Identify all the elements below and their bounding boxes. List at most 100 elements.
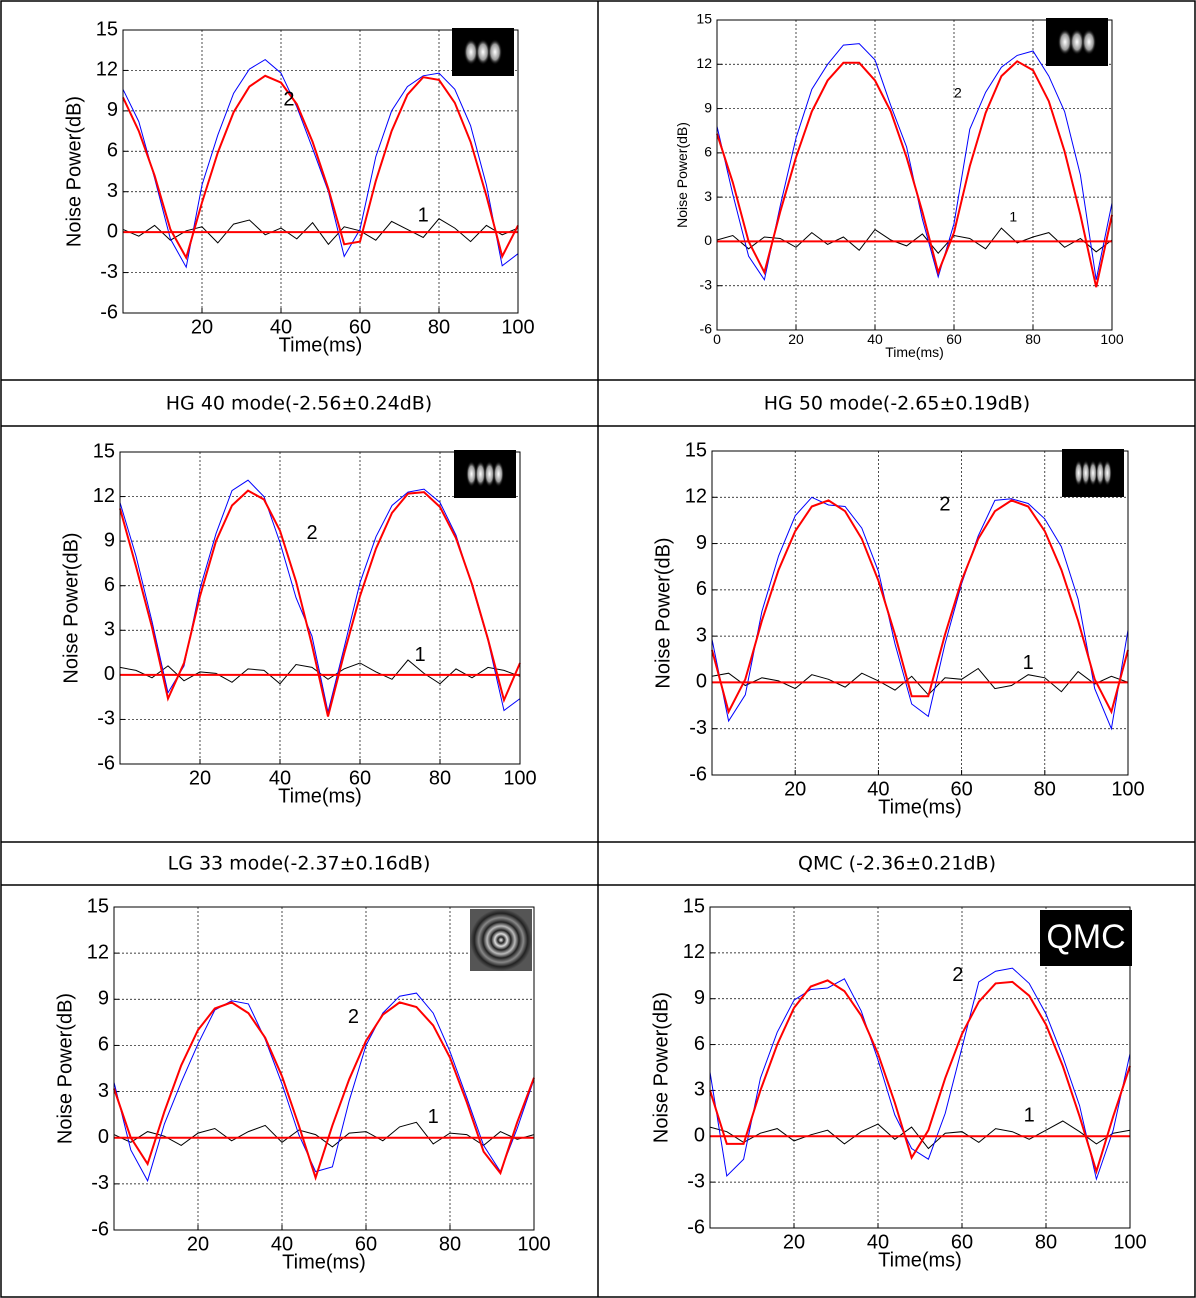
x-axis-label: Time(ms): [279, 334, 363, 356]
x-tick-label: 60: [946, 331, 962, 347]
data-line: [122, 218, 519, 246]
data-line: [711, 496, 1129, 731]
data-line: [709, 1120, 1131, 1150]
x-tick-label: 40: [867, 778, 889, 800]
data-line: [709, 967, 1131, 1181]
data-line: [113, 1121, 535, 1148]
data-line: [716, 227, 1113, 254]
curve-label: 2: [939, 493, 950, 515]
y-tick-label: -3: [100, 261, 118, 283]
y-axis-label: Noise Power(dB): [652, 537, 674, 688]
x-tick-label: 60: [950, 778, 972, 800]
axes-box: [122, 29, 519, 314]
x-tick-label: 40: [867, 331, 883, 347]
y-tick-label: 9: [704, 99, 712, 115]
data-line: [716, 60, 1113, 288]
mode-lobe: [1081, 460, 1091, 486]
x-tick-label: 100: [517, 1233, 550, 1255]
x-tick-label: 20: [783, 1231, 805, 1253]
y-tick-label: 12: [685, 486, 707, 508]
plot-area: [120, 452, 520, 764]
axes-box: [113, 906, 535, 1231]
caption: LG 33 mode(-2.37±0.16dB): [168, 853, 431, 875]
x-tick-label: 40: [270, 316, 292, 338]
x-tick-label: 100: [1113, 1231, 1146, 1253]
x-tick-label: 80: [1034, 778, 1056, 800]
y-tick-label: 9: [98, 988, 109, 1010]
plot-area: [717, 20, 1112, 330]
y-tick-label: 9: [694, 987, 705, 1009]
x-tick-label: 20: [191, 316, 213, 338]
axes-box: [711, 450, 1129, 776]
y-tick-label: 15: [683, 895, 705, 917]
y-axis-label: Noise Power(dB): [650, 992, 672, 1143]
mode-lobe: [1088, 460, 1098, 486]
curve-label: 2: [348, 1006, 359, 1028]
x-tick-label: 40: [271, 1233, 293, 1255]
y-tick-label: -6: [689, 763, 707, 785]
curve-label: 2: [306, 522, 317, 544]
y-tick-label: -6: [687, 1216, 705, 1238]
y-tick-label: 3: [694, 1079, 705, 1101]
mode-lobe: [1103, 460, 1112, 486]
y-tick-label: -6: [97, 752, 115, 774]
mode-lobe: [1095, 460, 1105, 486]
x-tick-label: 20: [189, 767, 211, 789]
y-tick-label: 6: [696, 578, 707, 600]
x-tick-label: 80: [1035, 1231, 1057, 1253]
y-tick-label: 15: [87, 895, 109, 917]
mode-lobe: [466, 461, 477, 487]
curve-label: 1: [428, 1106, 439, 1128]
y-tick-label: 9: [107, 99, 118, 121]
x-tick-label: 100: [1100, 331, 1124, 347]
data-line: [122, 74, 519, 261]
y-tick-label: -3: [700, 276, 713, 292]
y-axis-label: Noise Power(dB): [63, 96, 85, 247]
mode-lobe: [1057, 29, 1073, 55]
data-line: [113, 992, 535, 1183]
x-tick-label: 60: [355, 1233, 377, 1255]
mode-lobe: [1074, 460, 1083, 486]
mode-lobe: [487, 39, 503, 65]
x-tick-label: 80: [428, 316, 450, 338]
y-tick-label: 3: [104, 619, 115, 641]
curve-label: 2: [954, 85, 962, 101]
plot-area: [114, 907, 534, 1230]
x-axis-label: Time(ms): [878, 1249, 962, 1271]
mode-lobe: [1069, 29, 1085, 55]
mode-lobe: [475, 39, 491, 65]
y-tick-label: 15: [96, 18, 118, 40]
caption: QMC (-2.36±0.21dB): [798, 853, 996, 875]
y-tick-label: 3: [696, 624, 707, 646]
mode-lobe: [493, 461, 504, 487]
y-tick-label: 6: [98, 1034, 109, 1056]
y-tick-label: 12: [96, 59, 118, 81]
mode-lobe: [475, 461, 486, 487]
y-tick-label: 3: [107, 180, 118, 202]
y-tick-label: 6: [694, 1033, 705, 1055]
y-tick-label: -6: [91, 1218, 109, 1240]
mode-inset: [1040, 910, 1132, 966]
y-tick-label: 0: [696, 671, 707, 693]
y-tick-label: 0: [107, 220, 118, 242]
y-tick-label: -3: [97, 708, 115, 730]
mode-lobe: [1081, 29, 1097, 55]
x-tick-label: 60: [951, 1231, 973, 1253]
curve-label: 1: [1024, 1105, 1035, 1127]
x-tick-label: 60: [349, 316, 371, 338]
x-tick-label: 80: [429, 767, 451, 789]
x-axis-label: Time(ms): [878, 796, 962, 818]
y-tick-label: 15: [685, 439, 707, 461]
mode-lobe: [484, 461, 495, 487]
x-tick-label: 60: [349, 767, 371, 789]
curve-label: 1: [1009, 209, 1017, 225]
x-tick-label: 20: [187, 1233, 209, 1255]
mode-inset: [470, 909, 532, 971]
y-tick-label: 0: [104, 663, 115, 685]
x-tick-label: 100: [1111, 778, 1144, 800]
data-line: [711, 499, 1129, 715]
data-line: [709, 979, 1131, 1175]
data-line: [119, 489, 521, 717]
x-tick-label: 80: [1025, 331, 1041, 347]
